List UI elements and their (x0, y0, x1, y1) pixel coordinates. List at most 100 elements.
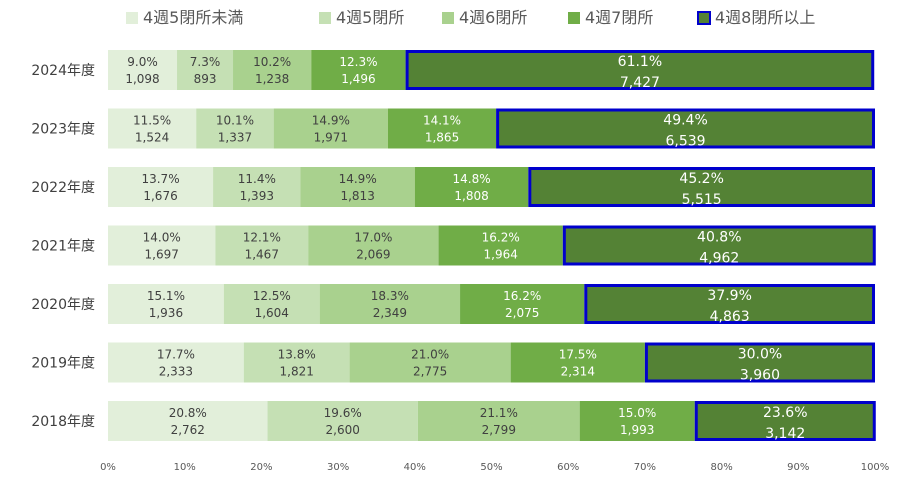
category-label: 2019年度 (31, 356, 95, 372)
data-label-percent: 7.3% (190, 55, 221, 69)
data-label-count: 1,697 (145, 248, 179, 262)
data-label-percent: 15.1% (147, 289, 185, 303)
data-label-count: 1,337 (218, 131, 252, 145)
bar-segment (496, 108, 875, 149)
bar-segment (108, 167, 214, 207)
data-label-percent: 19.6% (324, 406, 362, 420)
bar-row: 15.1% 1,936 12.5% 1,604 18.3% 2,349 16.2% 2,075… (108, 284, 875, 325)
data-label-percent: 49.4% (663, 113, 707, 129)
x-tick-label: 60% (557, 462, 579, 473)
data-label-percent: 20.8% (169, 406, 207, 420)
legend-item: 4週6閉所 (442, 8, 527, 27)
legend-label: 4週6閉所 (459, 8, 527, 27)
data-label-percent: 16.2% (482, 231, 520, 245)
data-label-count: 1,865 (425, 131, 459, 145)
legend-item: 4週7閉所 (568, 8, 653, 27)
x-tick-label: 80% (710, 462, 732, 473)
x-tick-label: 70% (634, 462, 656, 473)
data-label-count: 1,098 (125, 72, 159, 86)
data-label-count: 2,333 (159, 365, 193, 379)
category-label: 2024年度 (31, 63, 95, 79)
data-label-count: 4,863 (710, 309, 750, 325)
data-label-percent: 10.1% (216, 114, 254, 128)
data-label-percent: 12.5% (253, 289, 291, 303)
data-label-percent: 15.0% (618, 406, 656, 420)
bar-row: 14.0% 1,697 12.1% 1,467 17.0% 2,069 16.2% 1,964… (108, 225, 876, 267)
data-label-percent: 14.9% (339, 172, 377, 186)
data-label-percent: 14.0% (143, 231, 181, 245)
legend-item: 4週8閉所以上 (697, 8, 815, 27)
data-label-count: 5,515 (682, 192, 722, 208)
data-label-count: 2,775 (413, 365, 447, 379)
data-label-count: 1,964 (484, 248, 518, 262)
bar-segment (438, 225, 563, 266)
data-label-percent: 21.0% (411, 348, 449, 362)
bar-segment (644, 342, 876, 383)
x-tick-label: 10% (174, 462, 196, 473)
legend-label: 4週7閉所 (585, 8, 653, 27)
x-tick-label: 0% (100, 462, 116, 473)
bar-segment (108, 50, 178, 90)
category-label: 2018年度 (31, 414, 95, 430)
data-label-percent: 14.8% (452, 172, 490, 186)
x-tick-label: 20% (250, 462, 272, 473)
bar-segment (108, 284, 224, 324)
data-label-count: 1,971 (314, 131, 348, 145)
legend-label: 4週8閉所以上 (715, 8, 815, 27)
x-tick-label: 100% (861, 462, 890, 473)
bar-segment (694, 401, 876, 441)
data-label-percent: 16.2% (503, 289, 541, 303)
data-label-percent: 30.0% (738, 347, 782, 363)
bar-row: 13.7% 1,676 11.4% 1,393 14.9% 1,813 14.8% 1,808… (108, 167, 875, 208)
x-tick-label: 90% (787, 462, 809, 473)
bar-segment (215, 225, 309, 266)
bar-segment (108, 108, 197, 149)
data-label-count: 3,960 (740, 368, 780, 384)
data-label-count: 4,962 (699, 251, 739, 267)
bar-row: 11.5% 1,524 10.1% 1,337 14.9% 1,971 14.1% 1,865… (108, 108, 875, 150)
bar-segment (223, 284, 320, 324)
legend-item: 4週5閉所 (319, 8, 404, 27)
bar-segment (308, 225, 439, 266)
bar-segment (213, 167, 301, 207)
data-label-count: 2,314 (561, 365, 595, 379)
bar-segment (300, 167, 415, 207)
data-label-percent: 12.3% (339, 55, 377, 69)
bar-segment (417, 401, 580, 441)
data-label-count: 3,142 (765, 426, 805, 442)
data-label-percent: 12.1% (243, 231, 281, 245)
bar-segment (196, 108, 274, 149)
data-label-count: 2,075 (505, 306, 539, 320)
data-label-count: 2,762 (171, 423, 205, 437)
data-label-count: 1,936 (149, 306, 183, 320)
data-label-count: 1,496 (341, 72, 375, 86)
data-label-count: 1,808 (454, 189, 488, 203)
data-label-percent: 10.2% (253, 55, 291, 69)
data-label-percent: 14.1% (423, 114, 461, 128)
data-label-percent: 11.5% (133, 114, 171, 128)
data-label-percent: 11.4% (238, 172, 276, 186)
bar-row: 9.0% 1,098 7.3% 893 10.2% 1,238 12.3% 1,496 61.1… (108, 50, 875, 91)
legend-swatch (568, 12, 580, 24)
legend-item: 4週5閉所未満 (126, 8, 243, 27)
data-label-count: 1,524 (135, 131, 169, 145)
data-label-count: 2,349 (373, 306, 407, 320)
bar-segment (510, 342, 645, 383)
category-label: 2020年度 (31, 297, 95, 313)
data-label-percent: 17.5% (559, 348, 597, 362)
data-label-percent: 14.9% (312, 114, 350, 128)
value-axis: 0% 10% 20% 30% 40% 50% 60% 70% 80% 90% 100% (100, 462, 889, 473)
bar-segment (108, 342, 244, 383)
data-label-percent: 21.1% (480, 406, 518, 420)
data-label-count: 2,069 (356, 248, 390, 262)
plot-area: 9.0% 1,098 7.3% 893 10.2% 1,238 12.3% 1,496 61.1… (108, 50, 876, 442)
bar-segment (528, 167, 875, 207)
data-label-count: 1,393 (240, 189, 274, 203)
bar-segment (562, 225, 876, 266)
bar-segment (108, 401, 268, 441)
data-label-count: 2,799 (482, 423, 516, 437)
data-label-count: 1,238 (255, 72, 289, 86)
data-label-percent: 23.6% (763, 405, 807, 421)
